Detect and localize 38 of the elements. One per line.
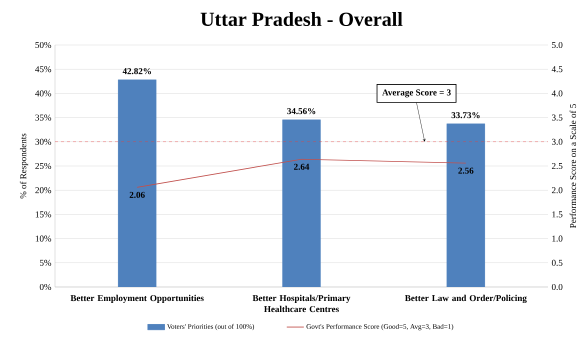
y2-tick-label: 1.5	[552, 211, 562, 218]
y2-tick-label: 4.0	[552, 90, 562, 96]
y2-tick-label: 3.5	[552, 114, 562, 121]
data-label: 42.82%	[122, 68, 151, 74]
y2-tick-label: 4.5	[552, 66, 562, 72]
y2-tick-label: 5.0	[552, 42, 562, 48]
bar	[446, 124, 486, 287]
y2-axis-title: Performance Score on a Scale of 5	[570, 104, 576, 228]
y-tick-label: 45%	[35, 66, 52, 72]
y-tick-label: 15%	[36, 211, 52, 218]
y2-tick-label: 2.5	[552, 162, 562, 170]
data-label: 2.64	[294, 164, 310, 170]
y-tick-label: 0%	[40, 284, 52, 290]
y-axis-title: % of Respondents	[20, 134, 28, 198]
y-tick-label: 30%	[35, 138, 52, 145]
x-tick-label: Better Hospitals/Primary Healthcare Centres	[252, 294, 350, 312]
data-label: 33.73%	[452, 112, 480, 118]
chart-title: Uttar Pradesh - Overall	[200, 12, 403, 26]
y2-tick-label: 3.0	[552, 138, 562, 145]
y-tick-label: 40%	[35, 90, 52, 96]
y-tick-label: 25%	[35, 162, 52, 170]
y-tick-label: 5%	[40, 260, 52, 266]
y2-tick-label: 0.5	[552, 260, 562, 266]
x-tick-label: Better Employment Opportunities	[70, 294, 204, 303]
y-tick-label: 35%	[35, 114, 52, 121]
data-label: 2.56	[458, 168, 474, 174]
bar	[282, 120, 321, 287]
data-label: 2.06	[130, 192, 145, 198]
y2-tick-label: 1.0	[552, 236, 562, 242]
y-tick-label: 50%	[35, 42, 52, 48]
data-label: 34.56%	[287, 108, 316, 114]
bar	[118, 80, 156, 287]
y-tick-label: 20%	[35, 187, 52, 194]
y2-tick-label: 2.0	[552, 187, 562, 194]
x-tick-label: Better Law and Order/Policing	[405, 294, 527, 304]
y2-tick-label: 0.0	[552, 284, 562, 290]
ref-line-label: Average Score = 3	[382, 89, 451, 98]
y-tick-label: 10%	[36, 236, 52, 242]
